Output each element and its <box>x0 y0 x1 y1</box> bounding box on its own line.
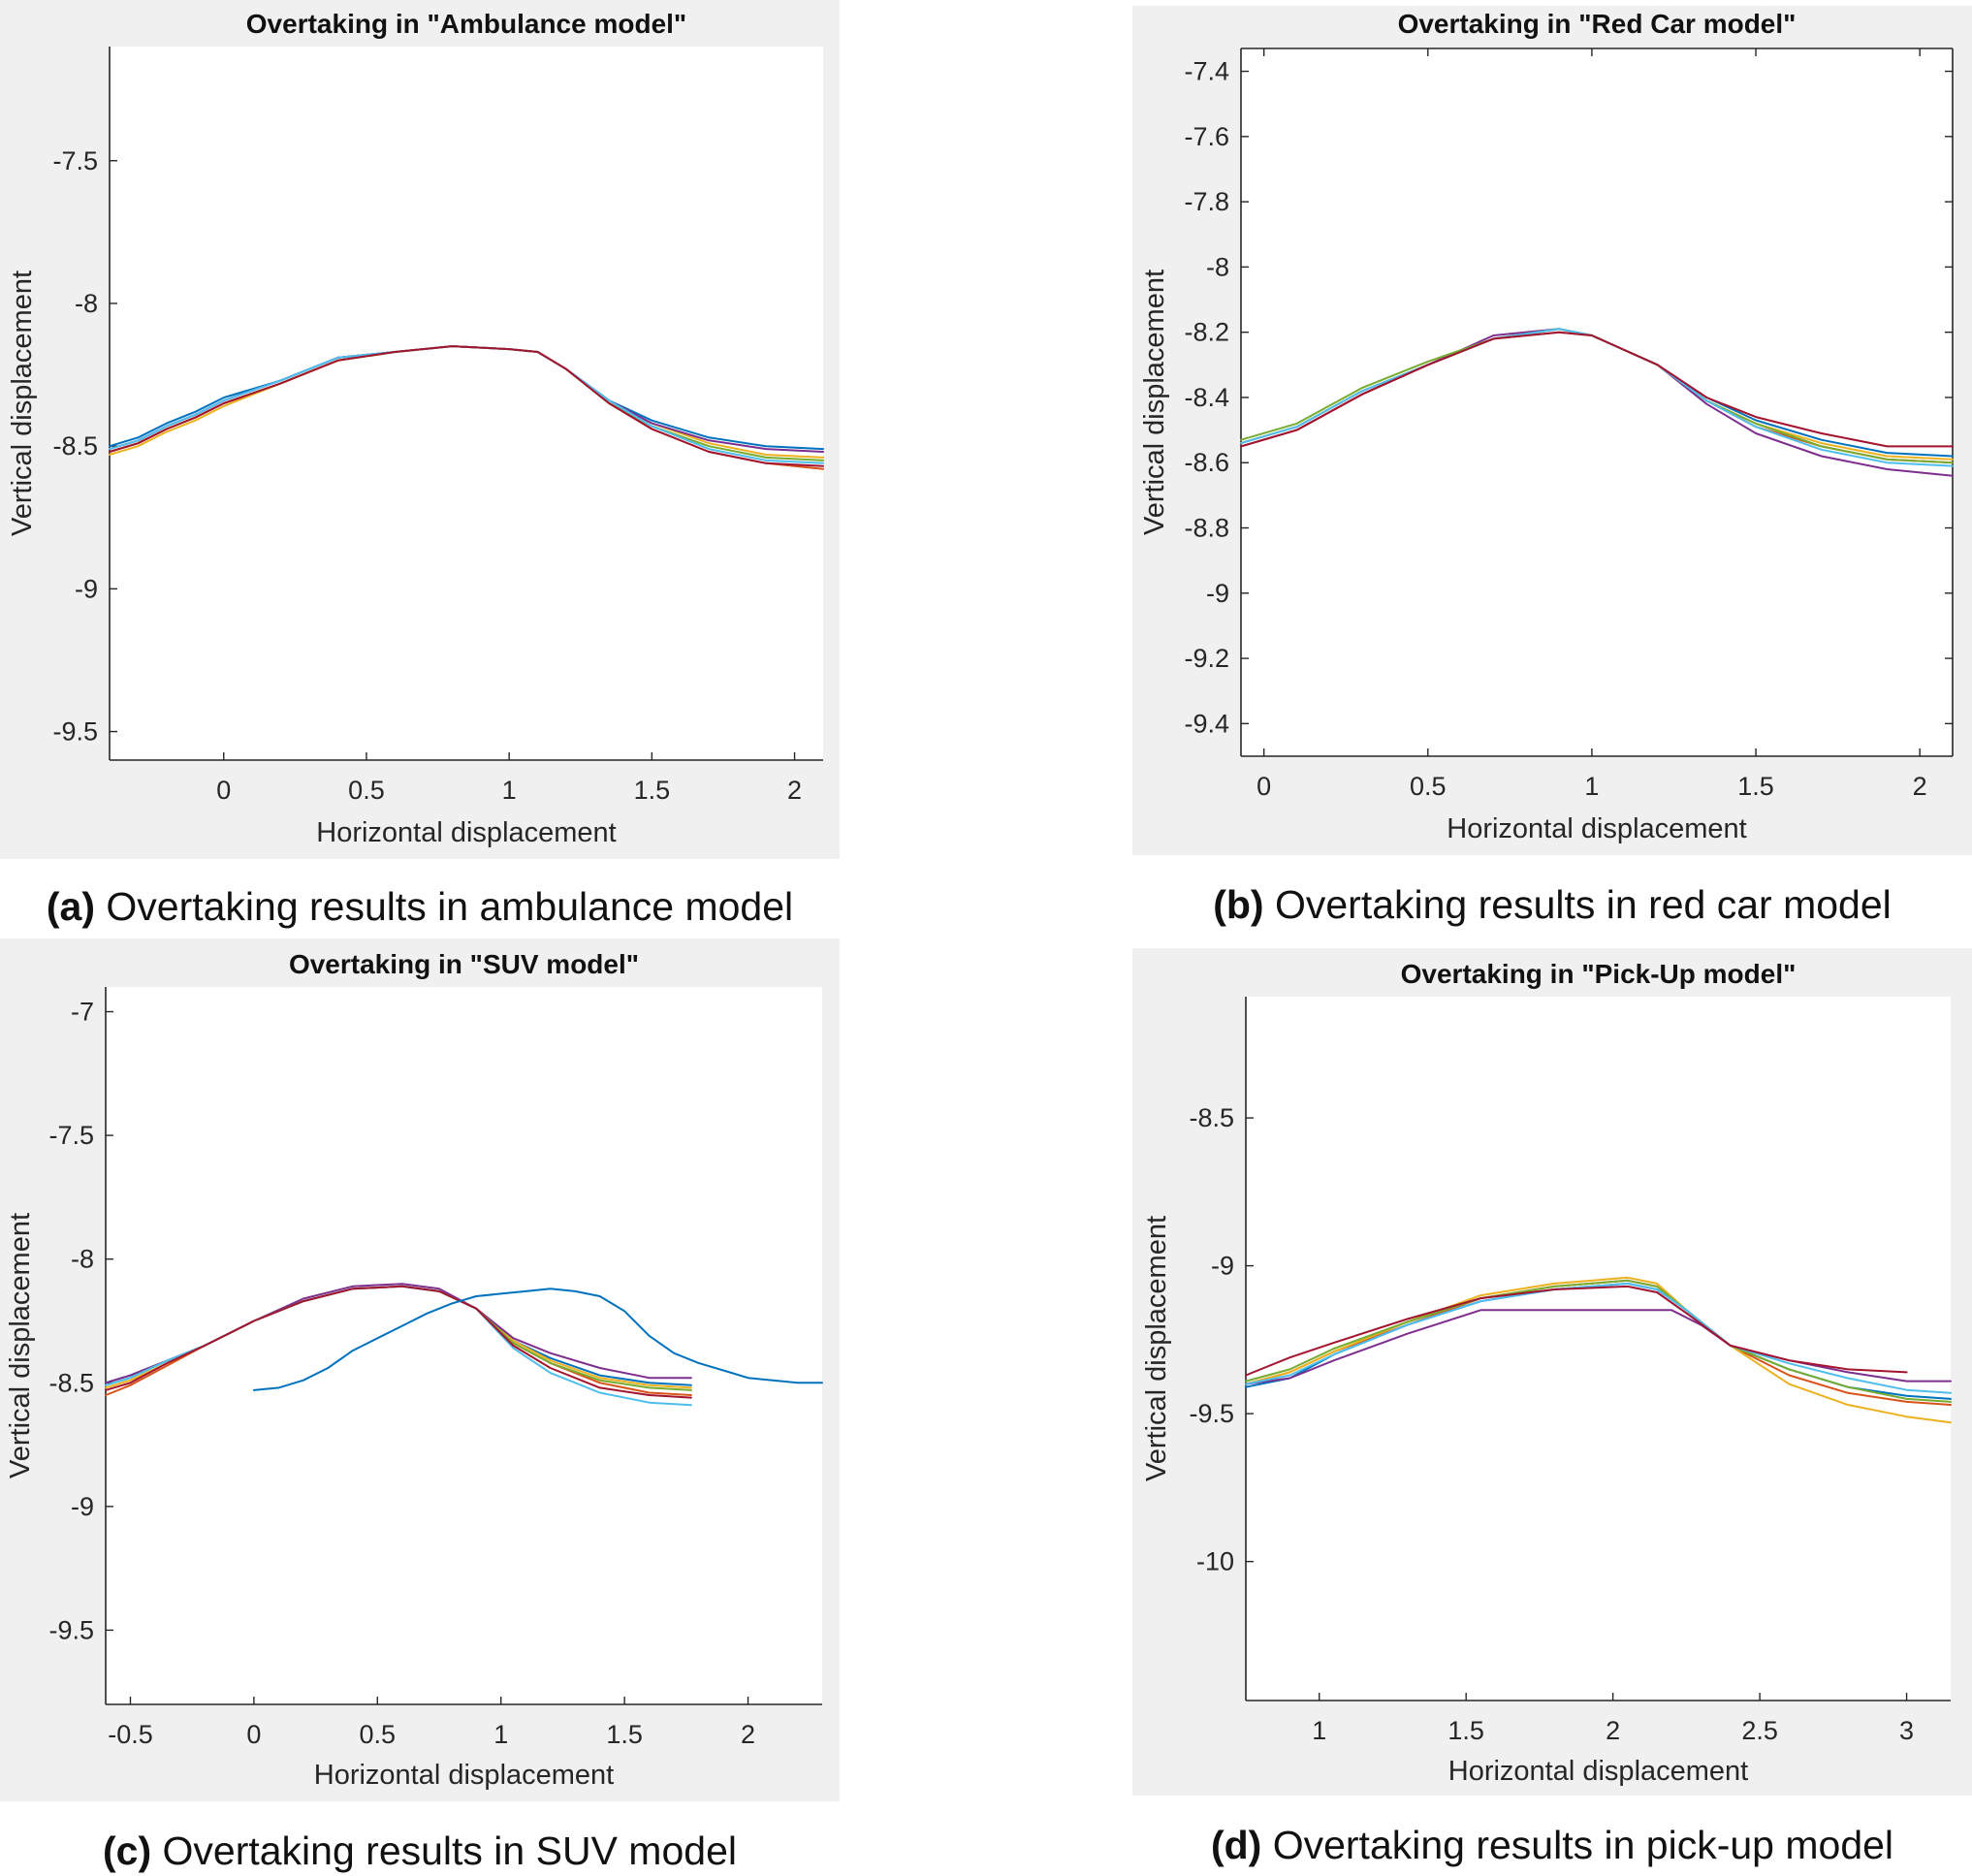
chart-panel-red-car: 0 0.5 1 1.5 2 -7.4 -7.6 -7.8 -8 -8.2 -8.4 -8.6 -8.8 -… <box>1132 6 1972 855</box>
y-tick-label: -7.8 <box>1184 187 1229 216</box>
y-tick-label: -8 <box>71 1245 94 1274</box>
y-tick-label: -8.5 <box>52 431 98 461</box>
y-tick-label: -9.5 <box>48 1615 94 1644</box>
caption-letter: (d) <box>1210 1823 1262 1867</box>
series-line-4 <box>1245 1309 1952 1385</box>
x-tick-label: 0.5 <box>1410 772 1447 801</box>
series-line-3 <box>1245 1276 1952 1424</box>
y-tick-label: -8.6 <box>1184 448 1229 477</box>
chart-panel-ambulance: 0 0.5 1 1.5 2 -7.5 -8 -8.5 -9 -9.5 Overtaking in "… <box>0 0 840 859</box>
y-tick-label: -8 <box>1206 252 1229 281</box>
caption-a: (a) Overtaking results in ambulance mode… <box>0 884 840 930</box>
y-tick-label: -9.4 <box>1184 709 1229 738</box>
y-tick-label: -9.2 <box>1184 644 1229 673</box>
y-tick-label: -7.5 <box>52 146 98 175</box>
series-line-7 <box>1240 331 1954 448</box>
y-tick-label: -8.5 <box>1189 1103 1234 1132</box>
x-tick-label: 2 <box>1913 772 1927 801</box>
caption-c: (c) Overtaking results in SUV model <box>0 1828 840 1874</box>
chart-ambulance: 0 0.5 1 1.5 2 -7.5 -8 -8.5 -9 -9.5 Overtaking in "… <box>7 9 824 848</box>
y-tick-label: -7.5 <box>48 1121 94 1150</box>
chart-pick-up: 1 1.5 2 2.5 3 -8.5 -9 -9.5 -10 Overtaking in "Pic… <box>1141 959 1952 1787</box>
series-line-7 <box>1245 1285 1908 1377</box>
x-tick-label: -0.5 <box>108 1720 153 1749</box>
y-tick-label: -7.4 <box>1184 57 1229 86</box>
y-tick-label: -8.5 <box>48 1368 94 1397</box>
y-tick-label: -7 <box>71 998 94 1027</box>
x-axis-label: Horizontal displacement <box>1447 813 1746 844</box>
y-tick-label: -9.5 <box>52 717 98 747</box>
x-axis-label: Horizontal displacement <box>316 817 616 848</box>
caption-text: Overtaking results in SUV model <box>151 1828 737 1873</box>
series-line-6 <box>1245 1282 1952 1394</box>
chart-suv: -0.5 0 0.5 1 1.5 2 -7 -7.5 -8 -8.5 -9 -9.5 Overtakin… <box>5 949 823 1791</box>
x-tick-label: 1.5 <box>1737 772 1774 801</box>
plot-area <box>1246 997 1951 1701</box>
chart-title: Overtaking in "Ambulance model" <box>246 9 686 39</box>
x-tick-label: 0.5 <box>348 776 385 805</box>
x-axis-label: Horizontal displacement <box>314 1760 614 1791</box>
x-tick-label: 0 <box>216 776 231 805</box>
y-axis-label: Vertical displacement <box>5 1213 36 1479</box>
chart-panel-suv: -0.5 0 0.5 1 1.5 2 -7 -7.5 -8 -8.5 -9 -9.5 Overtakin… <box>0 938 840 1801</box>
x-tick-label: 0 <box>1256 772 1271 801</box>
caption-text: Overtaking results in ambulance model <box>94 884 794 929</box>
x-tick-label: 3 <box>1899 1716 1914 1745</box>
x-tick-label: 1.5 <box>634 776 671 805</box>
x-tick-label: 0 <box>246 1720 261 1749</box>
x-tick-label: 1.5 <box>1447 1716 1484 1745</box>
chart-red-car: 0 0.5 1 1.5 2 -7.4 -7.6 -7.8 -8 -8.2 -8.4 -8.6 -8.8 -… <box>1139 9 1954 844</box>
caption-b: (b) Overtaking results in red car model <box>1132 882 1972 928</box>
chart-title: Overtaking in "SUV model" <box>289 949 639 979</box>
x-tick-label: 2.5 <box>1741 1716 1778 1745</box>
x-tick-label: 2 <box>741 1720 755 1749</box>
y-tick-label: -9.5 <box>1189 1399 1234 1428</box>
x-tick-label: 0.5 <box>360 1720 397 1749</box>
caption-letter: (b) <box>1213 882 1264 927</box>
y-tick-label: -9 <box>71 1492 94 1521</box>
x-tick-label: 1 <box>502 776 517 805</box>
x-tick-label: 2 <box>787 776 802 805</box>
y-tick-label: -9 <box>75 574 98 603</box>
x-tick-label: 1 <box>1312 1716 1326 1745</box>
chart-title: Overtaking in "Red Car model" <box>1398 9 1797 39</box>
caption-d: (d) Overtaking results in pick-up model <box>1132 1823 1972 1868</box>
y-tick-label: -8 <box>75 289 98 318</box>
x-tick-label: 1 <box>493 1720 508 1749</box>
series-line-7 <box>109 345 824 467</box>
y-axis-label: Vertical displacement <box>1141 1216 1172 1481</box>
y-tick-label: -7.6 <box>1184 122 1229 151</box>
plot-area <box>106 987 822 1704</box>
chart-panel-pick-up: 1 1.5 2 2.5 3 -8.5 -9 -9.5 -10 Overtaking in "Pic… <box>1132 948 1972 1796</box>
y-tick-label: -8.4 <box>1184 383 1229 412</box>
series-line-8 <box>252 1288 823 1391</box>
plot-area <box>1241 48 1953 756</box>
series-line-5 <box>1245 1279 1952 1403</box>
y-tick-label: -8.2 <box>1184 318 1229 347</box>
y-axis-label: Vertical displacement <box>7 270 38 536</box>
series-line-7 <box>105 1285 692 1399</box>
x-tick-label: 1 <box>1584 772 1599 801</box>
y-tick-label: -10 <box>1196 1547 1234 1576</box>
caption-text: Overtaking results in pick-up model <box>1261 1823 1894 1867</box>
x-tick-label: 2 <box>1606 1716 1620 1745</box>
y-tick-label: -8.8 <box>1184 514 1229 543</box>
y-axis-label: Vertical displacement <box>1139 270 1170 535</box>
chart-title: Overtaking in "Pick-Up model" <box>1401 959 1797 989</box>
x-tick-label: 1.5 <box>606 1720 643 1749</box>
caption-letter: (c) <box>103 1828 152 1873</box>
caption-letter: (a) <box>46 884 95 929</box>
y-tick-label: -9 <box>1211 1252 1234 1281</box>
x-axis-label: Horizontal displacement <box>1448 1756 1748 1787</box>
caption-text: Overtaking results in red car model <box>1263 882 1892 927</box>
y-tick-label: -9 <box>1206 579 1229 608</box>
